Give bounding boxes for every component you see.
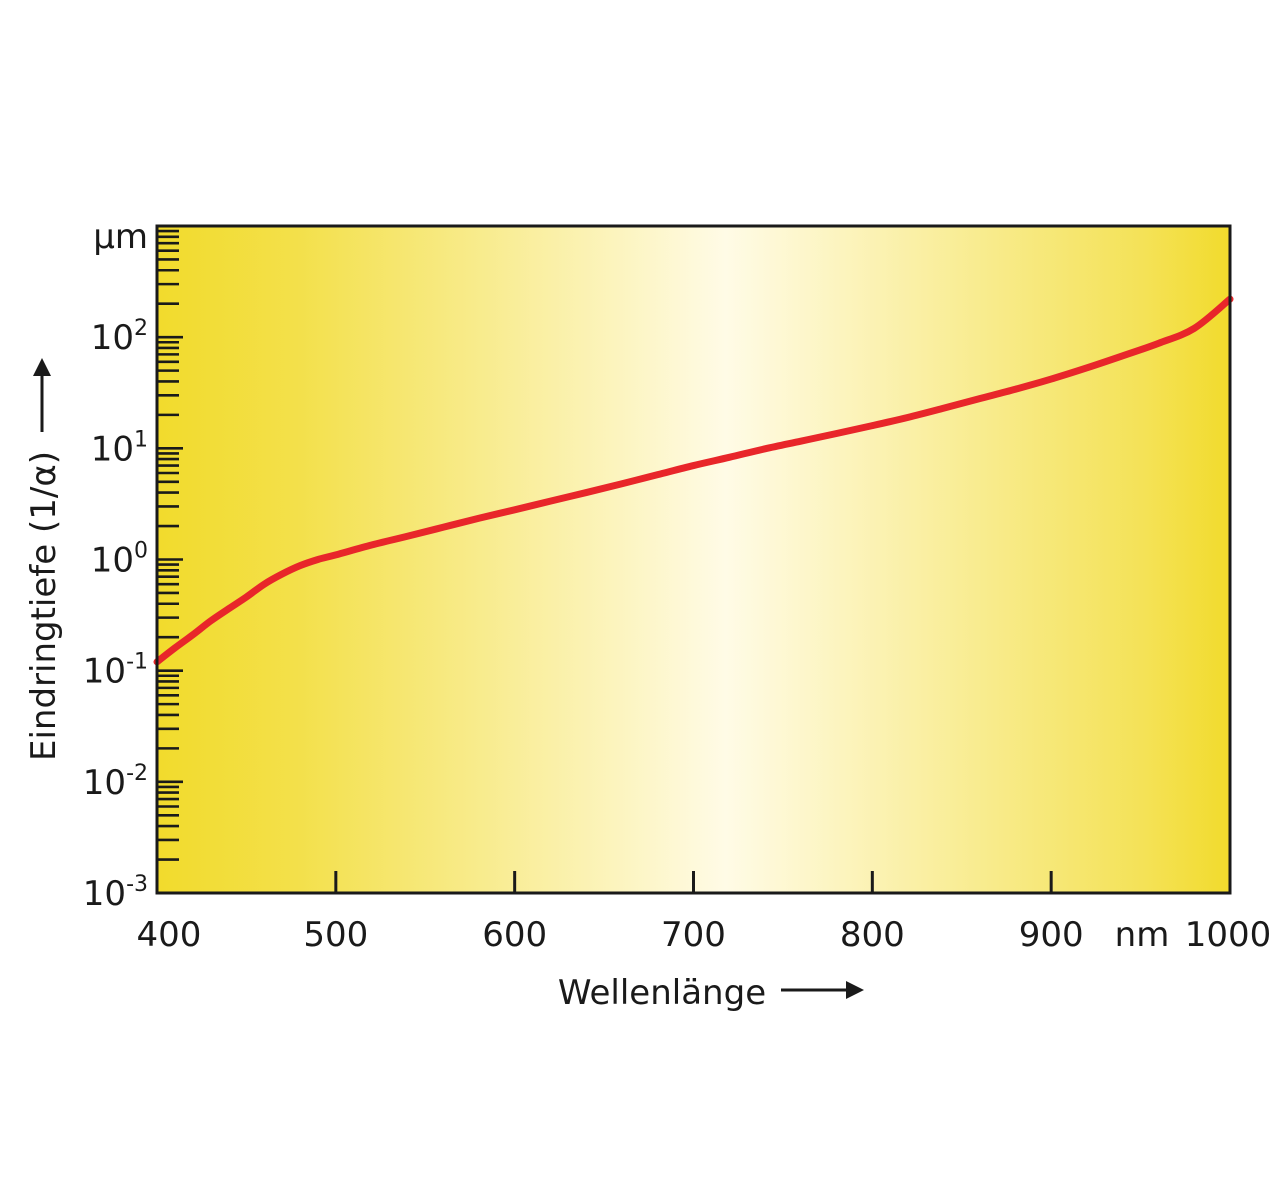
penetration-depth-curve: [153, 295, 1234, 666]
y-tick-label-10e-1: 10-1: [83, 650, 148, 692]
plot-background: [157, 226, 1230, 893]
x-axis-arrow: [781, 981, 864, 999]
x-tick-labels: 400 500 600 700 800 900 1000: [137, 915, 1272, 955]
y-tick-label-10e0: 100: [91, 539, 148, 581]
plot-frame: [155, 224, 1232, 895]
y-tick-label-10e2: 102: [91, 316, 148, 358]
y-tick-label-10e1: 101: [91, 427, 148, 469]
y-axis-arrow: [33, 358, 51, 432]
x-tick-label-500: 500: [303, 915, 368, 955]
y-tick-label-10e-2: 10-2: [83, 761, 148, 803]
x-tick-label-700: 700: [661, 915, 726, 955]
x-ticks: [334, 871, 1053, 893]
y-tick-label-10e-3: 10-3: [83, 872, 148, 914]
x-tick-label-1000: 1000: [1185, 915, 1272, 955]
x-tick-label-800: 800: [840, 915, 905, 955]
x-unit-label: nm: [1115, 915, 1170, 955]
y-axis-title: Eindringtiefe (1/α): [24, 451, 64, 761]
x-tick-label-900: 900: [1019, 915, 1084, 955]
y-minor-ticks: [157, 224, 183, 895]
x-axis-title: Wellenlänge: [558, 973, 766, 1013]
x-tick-label-400: 400: [137, 915, 202, 955]
y-unit-label: µm: [93, 217, 148, 257]
x-tick-label-600: 600: [482, 915, 547, 955]
y-tick-labels: 102 101 100 10-1 10-2 10-3: [83, 316, 148, 914]
